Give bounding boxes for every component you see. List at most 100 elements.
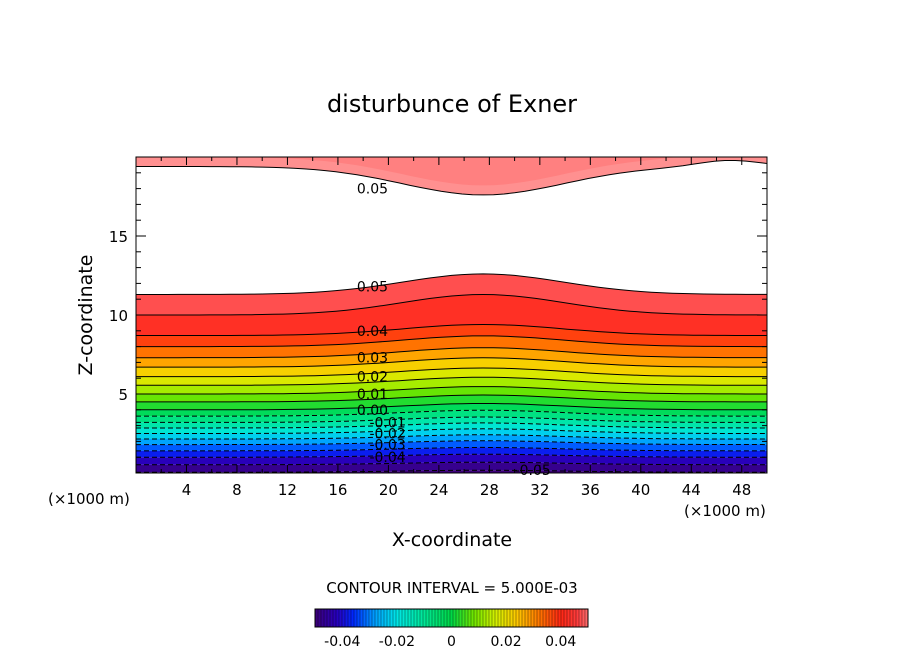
contour-band	[136, 440, 767, 451]
colorbar-swatch	[458, 608, 463, 628]
colorbar-tick-label: 0.02	[491, 634, 522, 650]
colorbar-swatch	[398, 608, 403, 628]
colorbar-swatch	[320, 608, 325, 628]
contour-label: 0.05	[357, 182, 388, 198]
colorbar-swatch	[569, 608, 574, 628]
colorbar-swatch	[494, 608, 499, 628]
colorbar-swatch	[542, 608, 547, 628]
contour-line	[136, 376, 767, 386]
colorbar-swatch	[497, 608, 502, 628]
contour-band	[136, 335, 767, 358]
colorbar-swatch	[470, 608, 475, 628]
contour-label: 0.02	[357, 370, 388, 386]
colorbar-swatch	[341, 608, 346, 628]
colorbar-swatch	[536, 608, 541, 628]
contour-label: 0.04	[357, 324, 388, 340]
colorbar-swatch	[566, 608, 571, 628]
colorbar-swatch	[503, 608, 508, 628]
colorbar-frame	[314, 608, 589, 628]
colorbar-swatch	[554, 608, 559, 628]
colorbar-swatch	[548, 608, 553, 628]
contour-lines	[136, 160, 767, 473]
x-tick-label: 24	[429, 481, 448, 499]
contour-band	[136, 273, 767, 315]
contour-band	[136, 462, 767, 473]
colorbar-swatch	[530, 608, 535, 628]
x-tick-label: 44	[682, 481, 701, 499]
x-tick-label: 8	[232, 481, 242, 499]
colorbar-swatch	[560, 608, 565, 628]
contour-line	[136, 394, 767, 403]
colorbar-swatch	[323, 608, 328, 628]
colorbar-swatch	[347, 608, 352, 628]
contour-line	[136, 386, 767, 395]
colorbar-swatch	[332, 608, 337, 628]
colorbar-swatch	[479, 608, 484, 628]
y-tick-label: 5	[118, 386, 128, 404]
colorbar-tick-label: -0.02	[379, 634, 415, 650]
colorbar-swatch	[563, 608, 568, 628]
colorbar-swatch	[572, 608, 577, 628]
colorbar-swatch	[338, 608, 343, 628]
contour-line	[136, 469, 767, 473]
colorbar-swatch	[425, 608, 430, 628]
contour-band-top	[136, 157, 677, 186]
contour-band	[136, 395, 767, 410]
contour-band	[136, 470, 767, 473]
colorbar-tick-label: -0.04	[324, 634, 360, 650]
colorbar-swatch	[401, 608, 406, 628]
colorbar-swatch	[356, 608, 361, 628]
colorbar-swatch	[377, 608, 382, 628]
colorbar-swatch	[371, 608, 376, 628]
colorbar-swatch	[533, 608, 538, 628]
colorbar-swatch	[407, 608, 412, 628]
x-tick-label: 16	[328, 481, 347, 499]
contour-line	[136, 403, 767, 411]
contour-line	[136, 440, 767, 446]
colorbar-swatch	[419, 608, 424, 628]
contour-line	[136, 409, 767, 417]
colorbar-swatch	[482, 608, 487, 628]
colorbar-swatch	[335, 608, 340, 628]
colorbar-swatch	[467, 608, 472, 628]
contour-line	[136, 434, 767, 440]
contour-band	[136, 386, 767, 402]
colorbar-swatch	[389, 608, 394, 628]
contour-line	[136, 357, 767, 368]
y-tick-label: 15	[109, 228, 128, 246]
colorbar-swatch	[434, 608, 439, 628]
contour-band	[136, 417, 767, 428]
contour-line	[136, 367, 767, 378]
x-tick-label: 36	[581, 481, 600, 499]
colorbar-swatch	[365, 608, 370, 628]
colorbar-swatch	[452, 608, 457, 628]
contour-line	[136, 160, 767, 196]
contour-line	[136, 461, 767, 466]
colorbar	[314, 608, 589, 628]
colorbar-swatch	[446, 608, 451, 628]
chart-title: disturbunce of Exner	[327, 90, 577, 118]
colorbar-swatch	[353, 608, 358, 628]
colorbar-swatch	[362, 608, 367, 628]
contour-band	[136, 422, 767, 434]
x-tick-label: 12	[278, 481, 297, 499]
colorbar-swatch	[395, 608, 400, 628]
colorbar-swatch	[491, 608, 496, 628]
x-unit-left: (×1000 m)	[48, 490, 130, 508]
colorbar-swatch	[359, 608, 364, 628]
colorbar-ticks: -0.04 -0.02 0 0.02 0.04	[324, 634, 576, 650]
contour-band	[136, 454, 767, 465]
contour-label: 0.00	[357, 403, 388, 419]
colorbar-swatch	[506, 608, 511, 628]
colorbar-swatch	[581, 608, 586, 628]
colorbar-swatch	[329, 608, 334, 628]
contour-line	[136, 446, 767, 452]
colorbar-swatch	[455, 608, 460, 628]
contour-line	[136, 453, 767, 458]
contour-line	[136, 422, 767, 429]
colorbar-swatch	[380, 608, 385, 628]
contour-interval-text: CONTOUR INTERVAL = 5.000E-03	[326, 579, 577, 597]
colorbar-swatch	[443, 608, 448, 628]
contour-label: 0.03	[357, 351, 388, 367]
